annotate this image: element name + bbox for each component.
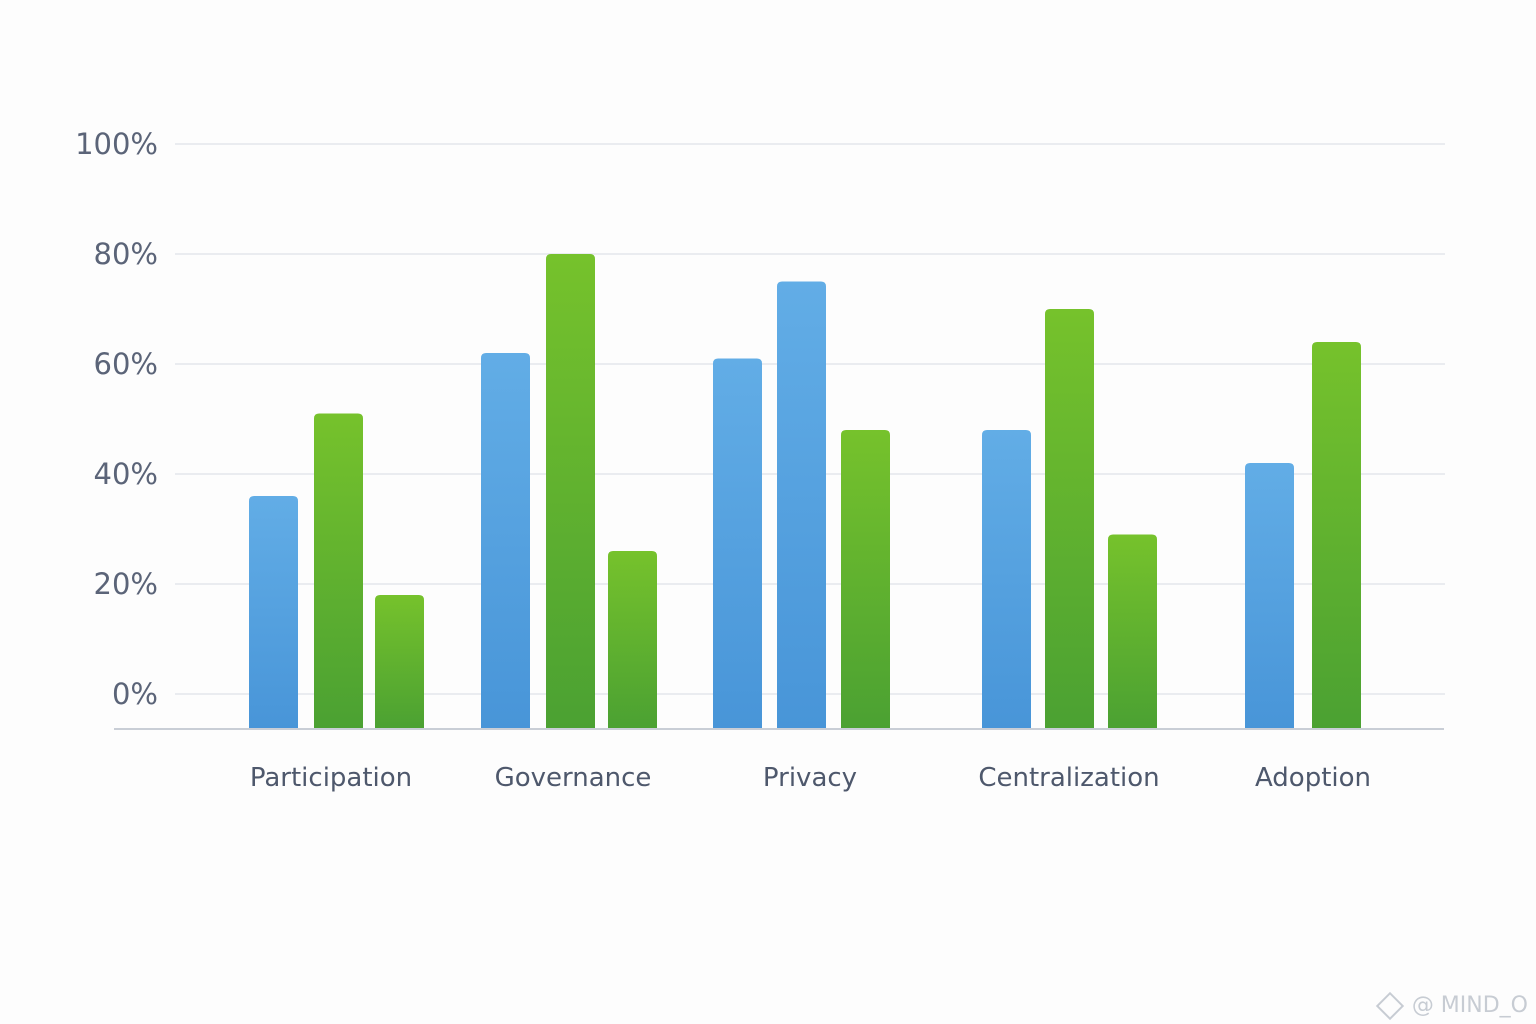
bar-centralization-2 (1045, 309, 1094, 729)
y-tick-label: 20% (94, 567, 158, 601)
bar-participation-3 (375, 595, 424, 729)
bar-participation-2 (314, 413, 363, 729)
bar-privacy-2 (777, 281, 826, 729)
y-tick-label: 40% (94, 457, 158, 491)
bar-participation-1 (249, 496, 298, 729)
bar-adoption-2 (1312, 342, 1361, 729)
y-axis-ticks: 0% 20% 40% 60% 80% 100% (75, 127, 158, 711)
bar-governance-1 (481, 353, 530, 729)
y-tick-label: 100% (75, 127, 158, 161)
bar-privacy-3 (841, 430, 890, 729)
y-tick-label: 60% (94, 347, 158, 381)
watermark: @ MIND_O (1375, 991, 1528, 1020)
diamond-logo-icon (1375, 991, 1404, 1020)
x-category-label: Privacy (763, 763, 857, 793)
bar-governance-3 (608, 551, 657, 729)
bar-centralization-3 (1108, 534, 1157, 729)
bars (249, 254, 1361, 729)
bar-adoption-1 (1245, 463, 1294, 729)
y-tick-label: 80% (94, 237, 158, 271)
x-category-label: Participation (250, 763, 412, 793)
x-category-label: Centralization (978, 763, 1159, 793)
x-category-label: Adoption (1255, 763, 1371, 793)
watermark-text: @ MIND_O (1411, 993, 1528, 1018)
x-category-label: Governance (495, 763, 652, 793)
bar-governance-2 (546, 254, 595, 729)
x-axis-labels: Participation Governance Privacy Centraliza… (250, 763, 1371, 793)
y-tick-label: 0% (112, 677, 158, 711)
bar-privacy-1 (713, 358, 762, 729)
bar-centralization-1 (982, 430, 1031, 729)
